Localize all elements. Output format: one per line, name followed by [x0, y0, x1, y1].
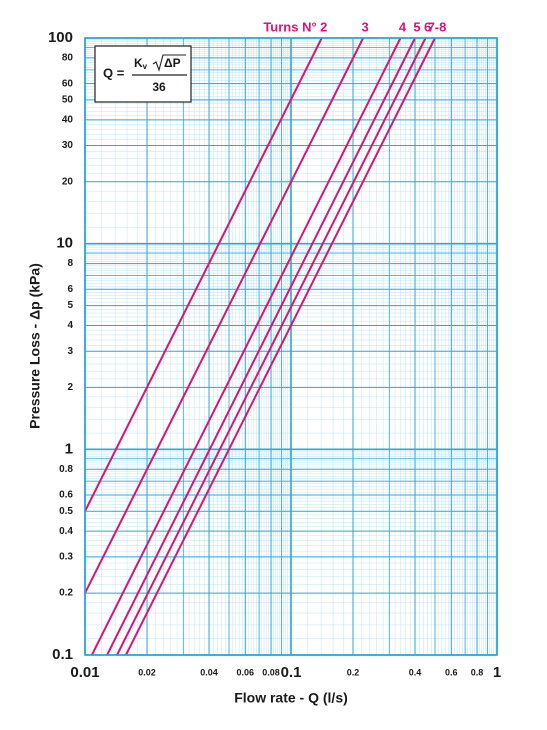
- line: [125, 37, 436, 656]
- plot-border: [84, 37, 498, 656]
- formula: Q = Kv ΔP 36: [94, 45, 192, 103]
- y-tick-label: 6: [67, 284, 73, 295]
- y-tick-label: 5: [67, 300, 73, 311]
- x-tick-label: 0.04: [200, 667, 218, 677]
- x-tick-label: 0.6: [445, 667, 458, 677]
- legend-label: 7-8: [428, 19, 447, 34]
- formula-sub: v: [143, 62, 148, 71]
- y-tick-label: 30: [62, 140, 74, 151]
- y-tick-label: 2: [67, 382, 73, 393]
- y-tick-label: 0.8: [59, 464, 73, 475]
- sqrt-sign: [152, 54, 186, 72]
- y-tick-label: 40: [62, 114, 74, 125]
- legend-label: 5: [413, 19, 420, 34]
- legend-label: 6: [424, 19, 431, 34]
- y-tick-label: 0.2: [59, 588, 73, 599]
- x-tick-label: 0.1: [281, 664, 302, 681]
- x-tick-label: 0.8: [471, 667, 484, 677]
- legend-label: 4: [399, 19, 407, 34]
- legend-label: 3: [362, 19, 369, 34]
- y-tick-label: 1: [65, 440, 73, 457]
- y-tick-label: 0.6: [59, 490, 73, 501]
- y-tick-label: 0.4: [59, 526, 73, 537]
- y-tick-label: 0.3: [59, 552, 73, 563]
- y-tick-label: 100: [48, 29, 73, 46]
- line: [84, 37, 365, 594]
- formula-k: K: [134, 56, 143, 70]
- y-tick-label: 60: [62, 78, 74, 89]
- line: [106, 37, 416, 656]
- x-axis-label: Flow rate - Q (l/s): [234, 690, 348, 706]
- y-axis-label: Pressure Loss - Δp (kPa): [27, 263, 43, 429]
- formula-k: Kv: [134, 56, 148, 71]
- y-tick-label: 0.5: [59, 506, 73, 517]
- y-tick-label: 3: [67, 346, 73, 357]
- x-tick-label: 0.2: [347, 667, 360, 677]
- y-tick-label: 80: [62, 53, 74, 64]
- y-tick-label: 4: [67, 320, 73, 331]
- x-tick-label: 0.4: [409, 667, 422, 677]
- formula-radicand: ΔP: [164, 56, 181, 70]
- line: [84, 37, 323, 512]
- x-tick-label: 0.01: [70, 664, 99, 681]
- x-tick-label: 0.02: [138, 667, 156, 677]
- y-tick-label: 0.1: [52, 646, 73, 663]
- legend-title: Turns N°: [263, 19, 316, 34]
- y-tick-label: 8: [67, 258, 73, 269]
- y-tick-label: 10: [56, 235, 73, 252]
- x-tick-label: 0.06: [237, 667, 255, 677]
- x-tick-label: 1: [493, 664, 501, 681]
- formula-denominator: 36: [152, 80, 166, 94]
- line: [90, 37, 402, 656]
- legend-label: 2: [320, 19, 327, 34]
- line: [116, 37, 427, 656]
- y-tick-label: 50: [62, 95, 74, 106]
- x-tick-label: 0.08: [262, 667, 280, 677]
- y-tick-label: 20: [62, 176, 74, 187]
- formula-lhs: Q =: [103, 65, 125, 80]
